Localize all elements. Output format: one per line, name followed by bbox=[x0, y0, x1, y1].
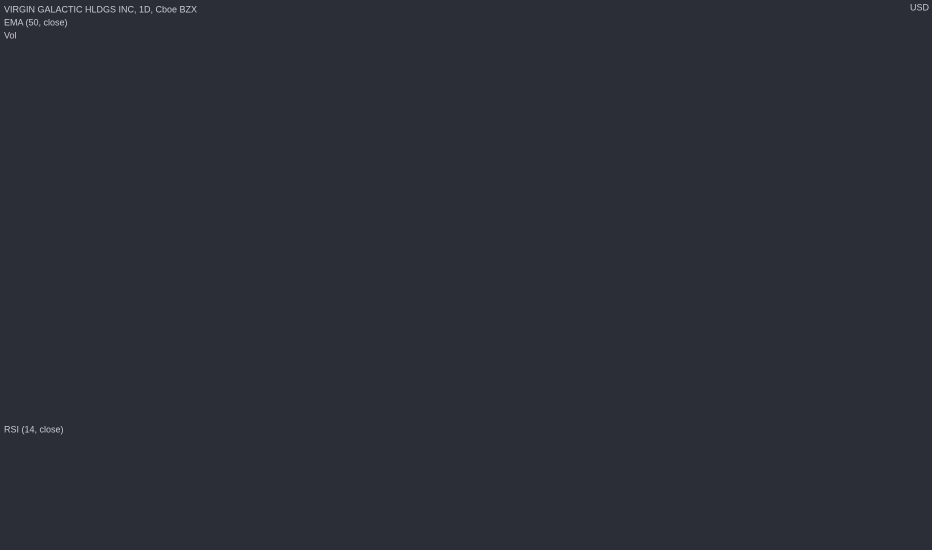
currency: USD bbox=[910, 2, 930, 12]
rsi-legend: RSI (14, close) bbox=[4, 424, 64, 434]
ema-legend: EMA (50, close) bbox=[4, 17, 68, 27]
volume-legend: Vol bbox=[4, 30, 17, 40]
chart-title: VIRGIN GALACTIC HLDGS INC, 1D, Cboe BZX bbox=[4, 4, 197, 14]
